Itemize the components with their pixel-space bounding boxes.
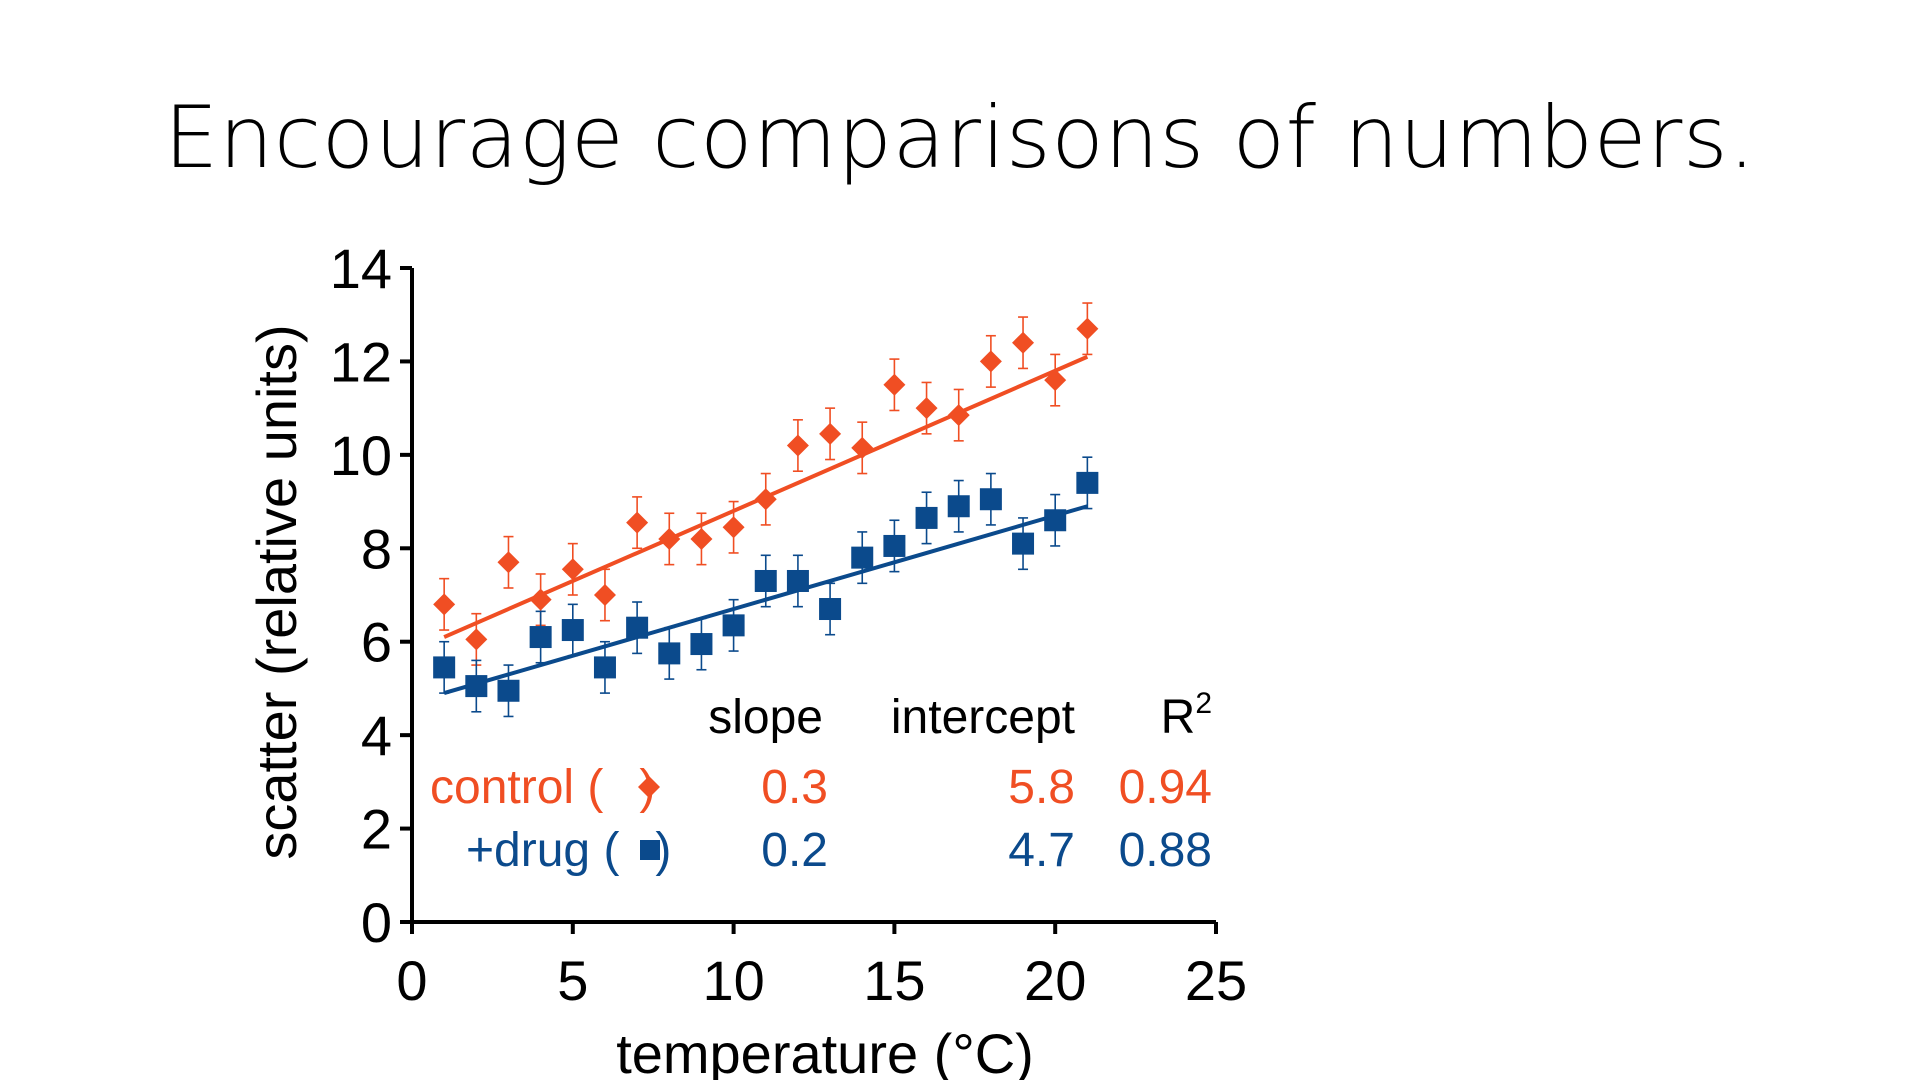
stats-row-control-slope: 0.3 — [761, 761, 828, 814]
data-point-drug — [497, 679, 520, 702]
stats-header-intercept: intercept — [891, 691, 1075, 744]
data-point-drug — [754, 569, 777, 592]
data-point-drug — [433, 656, 456, 679]
stats-header-r2: R2 — [1161, 687, 1212, 744]
stats-row-control-diamond-icon — [638, 776, 660, 798]
data-point-control — [754, 488, 777, 511]
data-point-control — [915, 397, 938, 420]
data-point-control — [1012, 331, 1035, 354]
y-tick-label: 12 — [330, 330, 392, 393]
data-point-control — [497, 551, 520, 574]
x-tick-label: 20 — [1024, 949, 1086, 1012]
data-point-drug — [851, 546, 874, 569]
data-point-control — [433, 593, 456, 616]
data-point-drug — [947, 495, 970, 518]
stats-row-control-label: control () — [430, 761, 655, 814]
data-point-control — [786, 434, 809, 457]
x-tick-label: 25 — [1185, 949, 1247, 1012]
y-axis-ticks: 0 2 4 6 8 10 12 14 — [330, 237, 412, 954]
data-point-drug — [690, 633, 713, 656]
stats-row-drug-slope: 0.2 — [761, 824, 828, 877]
stats-row-control-r2: 0.94 — [1119, 761, 1212, 814]
data-point-control — [593, 584, 616, 606]
data-point-control — [690, 527, 713, 550]
data-point-drug — [658, 642, 681, 665]
data-point-drug — [626, 616, 649, 639]
y-tick-label: 0 — [361, 891, 392, 954]
data-point-control — [529, 588, 552, 611]
data-point-drug — [979, 488, 1002, 511]
stats-row-drug-intercept: 4.7 — [1008, 824, 1075, 877]
data-point-drug — [915, 506, 938, 529]
data-point-drug — [819, 598, 842, 621]
y-axis-title: scatter (relative units) — [245, 324, 308, 859]
data-point-control — [979, 350, 1002, 373]
data-point-drug — [1012, 532, 1035, 555]
data-point-drug — [593, 656, 616, 679]
data-point-drug — [529, 626, 552, 649]
y-tick-label: 2 — [361, 798, 392, 861]
stats-table: slope intercept R2 control () 0.3 5.8 0.… — [430, 687, 1212, 877]
data-point-control — [658, 527, 681, 550]
data-point-control — [626, 511, 649, 534]
data-point-control — [1044, 369, 1067, 392]
data-point-control — [1076, 317, 1099, 340]
data-point-control — [883, 373, 906, 396]
data-point-control — [819, 422, 842, 445]
y-tick-label: 6 — [361, 611, 392, 674]
data-point-drug — [786, 569, 809, 592]
data-point-drug — [1076, 471, 1099, 494]
data-point-control — [947, 404, 970, 427]
slide-title: Encourage comparisons of numbers. — [164, 88, 1756, 188]
x-tick-label: 15 — [863, 949, 925, 1012]
stats-row-drug-label: +drug () — [466, 824, 671, 877]
x-tick-label: 5 — [557, 949, 588, 1012]
data-point-drug — [1044, 509, 1067, 532]
stats-row-control-intercept: 5.8 — [1008, 761, 1075, 814]
data-markers — [433, 317, 1099, 702]
y-tick-label: 14 — [330, 237, 392, 300]
x-axis-ticks: 0 5 10 15 20 25 — [396, 922, 1247, 1012]
stats-row-drug-r2: 0.88 — [1119, 824, 1212, 877]
y-tick-label: 8 — [361, 517, 392, 580]
data-point-control — [722, 516, 745, 539]
y-tick-label: 10 — [330, 424, 392, 487]
data-point-control — [465, 628, 488, 651]
data-point-drug — [561, 619, 584, 642]
stats-header-slope: slope — [708, 691, 823, 744]
x-tick-label: 10 — [702, 949, 764, 1012]
x-tick-label: 0 — [396, 949, 427, 1012]
stats-row-drug-square-icon — [640, 840, 660, 860]
x-axis-title: temperature (°C) — [616, 1022, 1034, 1080]
data-point-control — [561, 558, 584, 581]
data-point-drug — [883, 534, 906, 557]
axes — [410, 268, 1216, 924]
data-point-drug — [722, 614, 745, 637]
data-point-drug — [465, 675, 488, 698]
data-point-control — [851, 436, 874, 459]
y-tick-label: 4 — [361, 704, 392, 767]
